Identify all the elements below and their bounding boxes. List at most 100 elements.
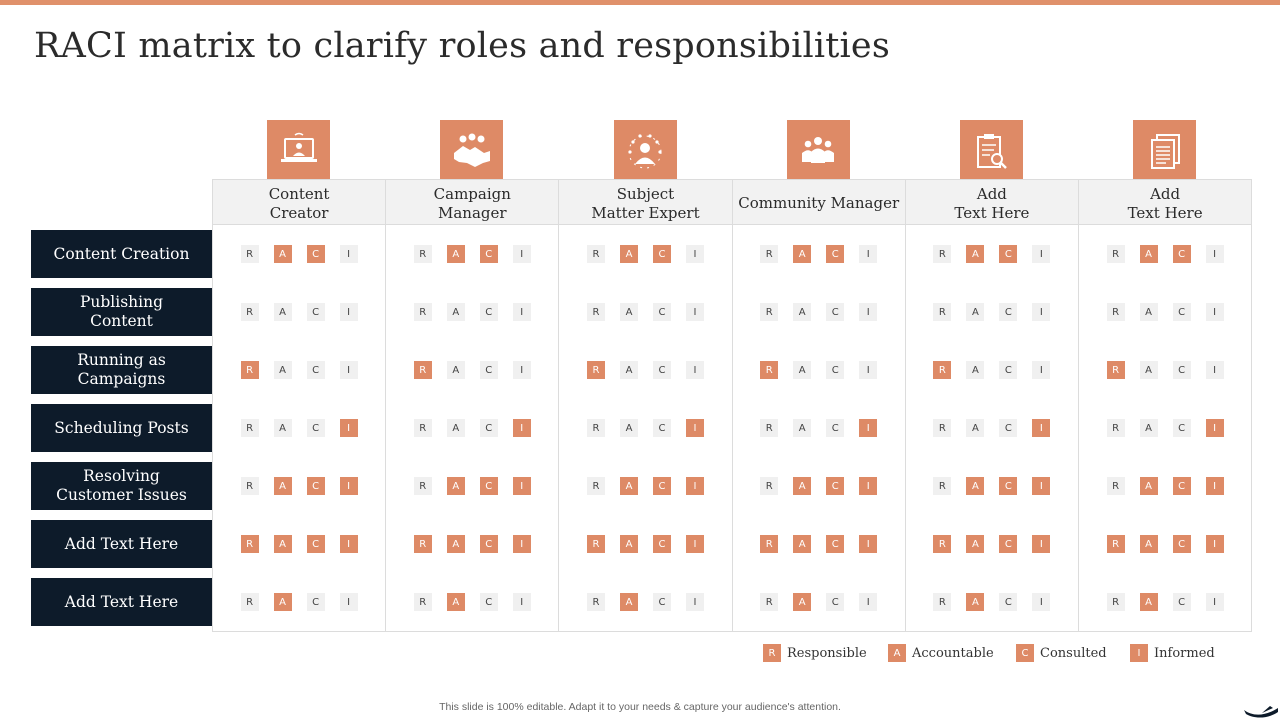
raci-badge-r: R [1106,303,1125,321]
raci-badge-i: I [685,593,704,611]
raci-badge-r: R [933,361,952,379]
raci-badge-r: R [586,593,605,611]
raci-badge-r: R [933,245,952,263]
raci-badge-c: C [1172,361,1191,379]
raci-badge-r: R [586,361,605,379]
raci-badge-a: A [793,477,812,495]
raci-badge-a: A [1139,361,1158,379]
raci-badge-a: A [446,535,465,553]
raci-badge-a: A [966,361,985,379]
raci-badge-r: R [413,477,432,495]
task-label-5: Add Text Here [31,520,212,568]
raci-badge-a: A [793,535,812,553]
raci-badge-a: A [793,303,812,321]
top-accent-bar [0,0,1280,5]
raci-badge-i: I [512,593,531,611]
role-header-label: Add [1150,184,1181,203]
raci-badge-a: A [1139,303,1158,321]
raci-badge-a: A [966,593,985,611]
raci-badge-r: R [933,419,952,437]
raci-badge-a: A [793,245,812,263]
raci-badge-i: I [339,593,358,611]
raci-badge-a: A [273,535,292,553]
raci-badge-a: A [273,419,292,437]
legend-badge: C [1016,644,1034,662]
task-label-text: Scheduling Posts [54,418,189,437]
raci-badge-a: A [446,361,465,379]
raci-badge-c: C [652,303,671,321]
raci-badge-c: C [1172,245,1191,263]
raci-badge-c: C [652,245,671,263]
raci-badge-a: A [966,245,985,263]
raci-badge-c: C [652,419,671,437]
raci-badge-a: A [1139,245,1158,263]
raci-badge-i: I [1032,303,1051,321]
clipboard-search-icon [959,120,1023,183]
legend-item: A Accountable [888,644,994,662]
task-label-6: Add Text Here [31,578,212,626]
raci-badge-a: A [446,593,465,611]
role-header-label: Manager [438,203,507,222]
role-header-label: Campaign [433,184,511,203]
raci-badge-i: I [1032,593,1051,611]
raci-badge-c: C [826,593,845,611]
raci-badge-i: I [685,477,704,495]
laptop-presenter-icon [267,120,331,183]
task-label-text: Publishing [79,293,164,311]
raci-badge-r: R [586,303,605,321]
raci-badge-c: C [826,303,845,321]
raci-badge-a: A [966,419,985,437]
raci-badge-a: A [619,303,638,321]
task-label-text: Add Text Here [64,592,179,611]
raci-badge-c: C [306,361,325,379]
raci-badge-i: I [1205,361,1224,379]
task-label-text: Resolving [83,467,160,485]
raci-badge-a: A [1139,477,1158,495]
raci-badge-i: I [339,245,358,263]
raci-badge-i: I [859,535,878,553]
raci-badge-i: I [859,477,878,495]
page-title: RACI matrix to clarify roles and respons… [34,26,891,66]
raci-badge-a: A [446,245,465,263]
raci-badge-r: R [1106,361,1125,379]
raci-badge-c: C [479,361,498,379]
raci-badge-i: I [859,303,878,321]
raci-badge-i: I [859,245,878,263]
raci-badge-a: A [619,593,638,611]
raci-badge-r: R [760,535,779,553]
raci-badge-i: I [512,245,531,263]
raci-badge-a: A [273,593,292,611]
raci-badge-c: C [826,477,845,495]
raci-badge-a: A [1139,419,1158,437]
raci-badge-a: A [619,535,638,553]
role-header-3: Community Manager [731,179,906,225]
role-header-2: Subject Matter Expert [558,179,733,225]
raci-badge-r: R [586,477,605,495]
raci-badge-a: A [966,535,985,553]
raci-badge-r: R [933,593,952,611]
task-label-text: Add Text Here [64,534,179,553]
handshake-icon [440,120,504,183]
raci-badge-a: A [793,593,812,611]
raci-badge-i: I [685,245,704,263]
raci-badge-c: C [999,593,1018,611]
